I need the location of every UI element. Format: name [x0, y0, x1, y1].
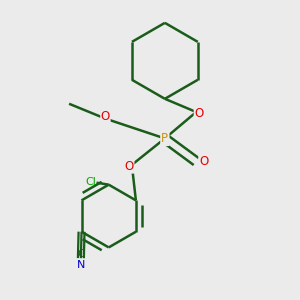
Text: N: N [77, 260, 86, 270]
Text: O: O [101, 110, 110, 124]
Text: P: P [161, 132, 168, 145]
Text: C: C [77, 248, 85, 259]
Text: O: O [199, 155, 208, 168]
Text: O: O [124, 160, 134, 173]
Text: Cl: Cl [85, 177, 96, 187]
Text: O: O [194, 107, 203, 120]
